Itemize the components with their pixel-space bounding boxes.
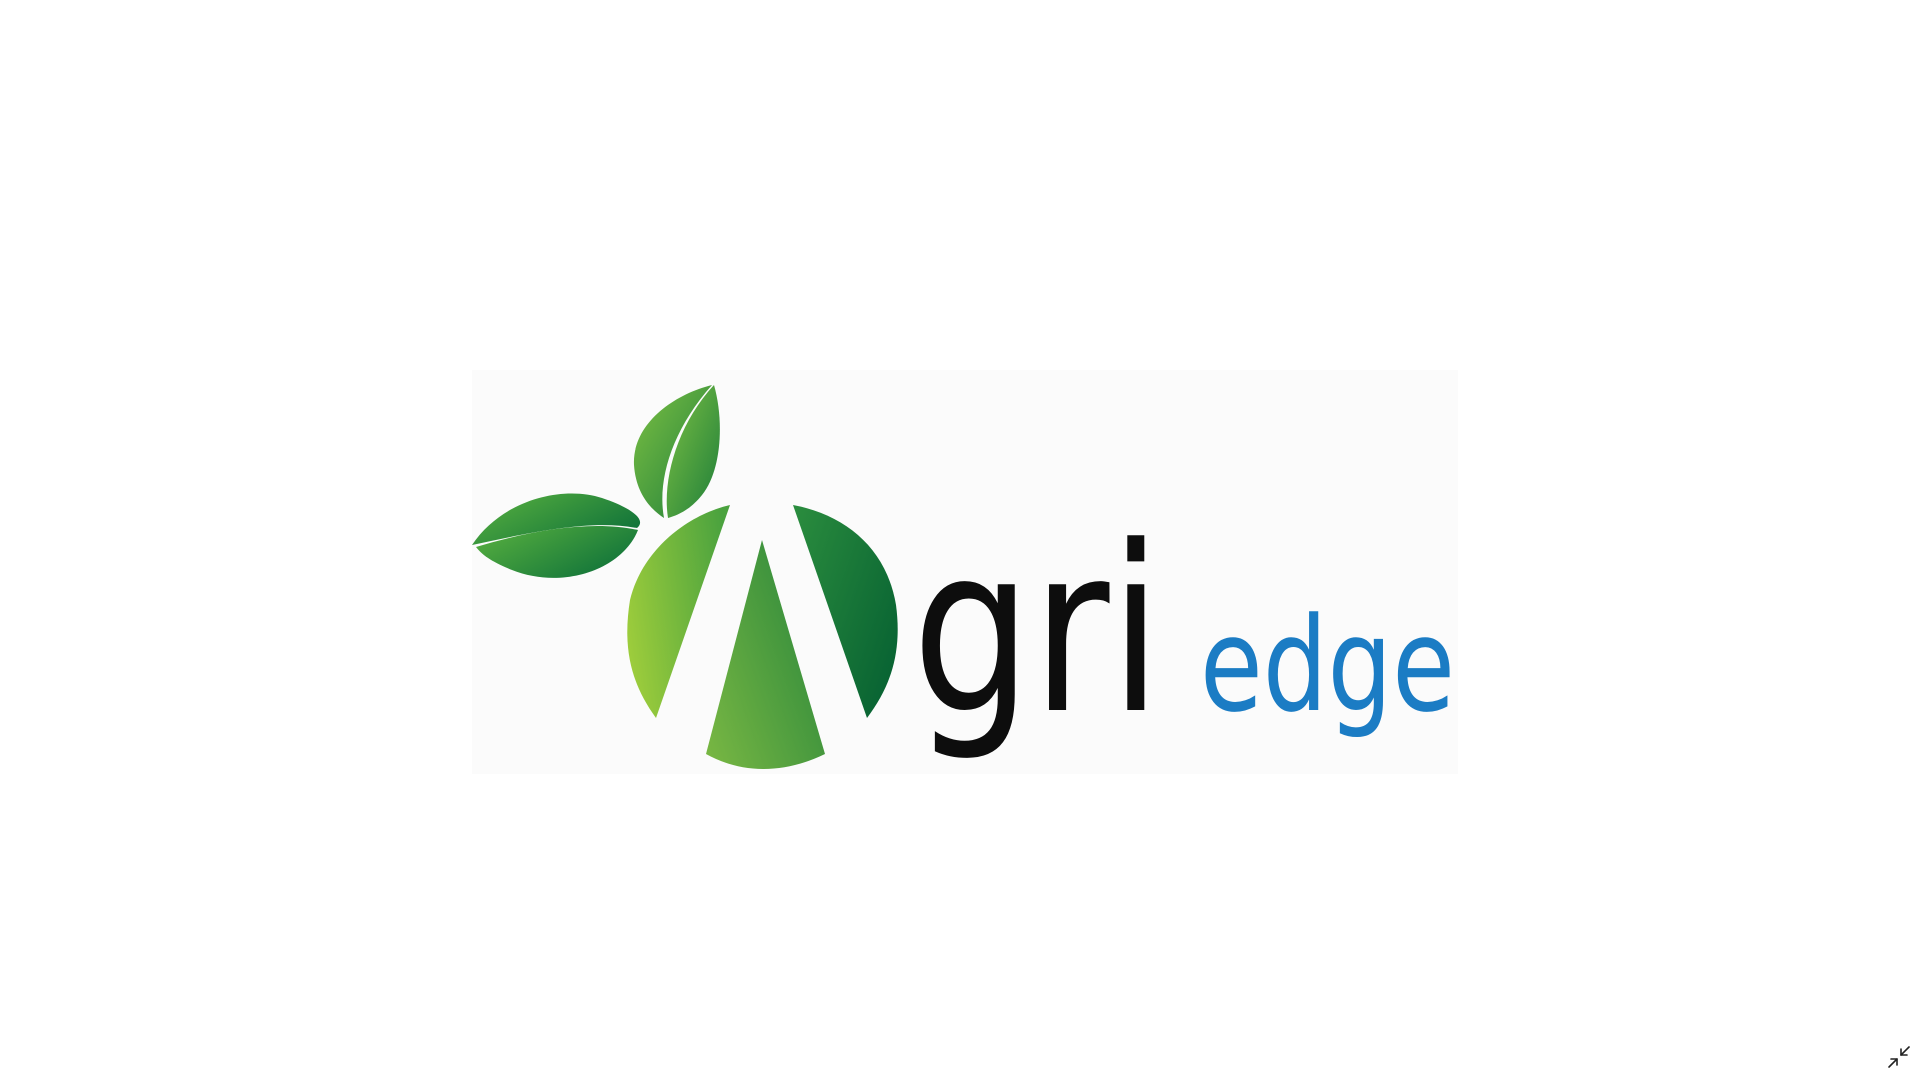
- a-right-segment-shape: [793, 505, 898, 718]
- exit-fullscreen-button[interactable]: [1882, 1040, 1916, 1074]
- collapse-arrows-icon: [1888, 1046, 1910, 1068]
- leaf-left-shape: [472, 493, 641, 545]
- leaf-top-right-shape: [666, 385, 720, 518]
- a-left-segment-shape: [627, 505, 730, 718]
- leaf-top-shape: [633, 385, 712, 518]
- a-middle-segment-shape: [706, 540, 825, 769]
- logo-graphic: gri edge: [472, 385, 1455, 769]
- agriedge-logo: gri edge: [472, 370, 1458, 774]
- leaf-left-lower-shape: [476, 526, 638, 578]
- wordmark-edge: edge: [1200, 589, 1455, 741]
- wordmark-gri: gri: [912, 498, 1162, 765]
